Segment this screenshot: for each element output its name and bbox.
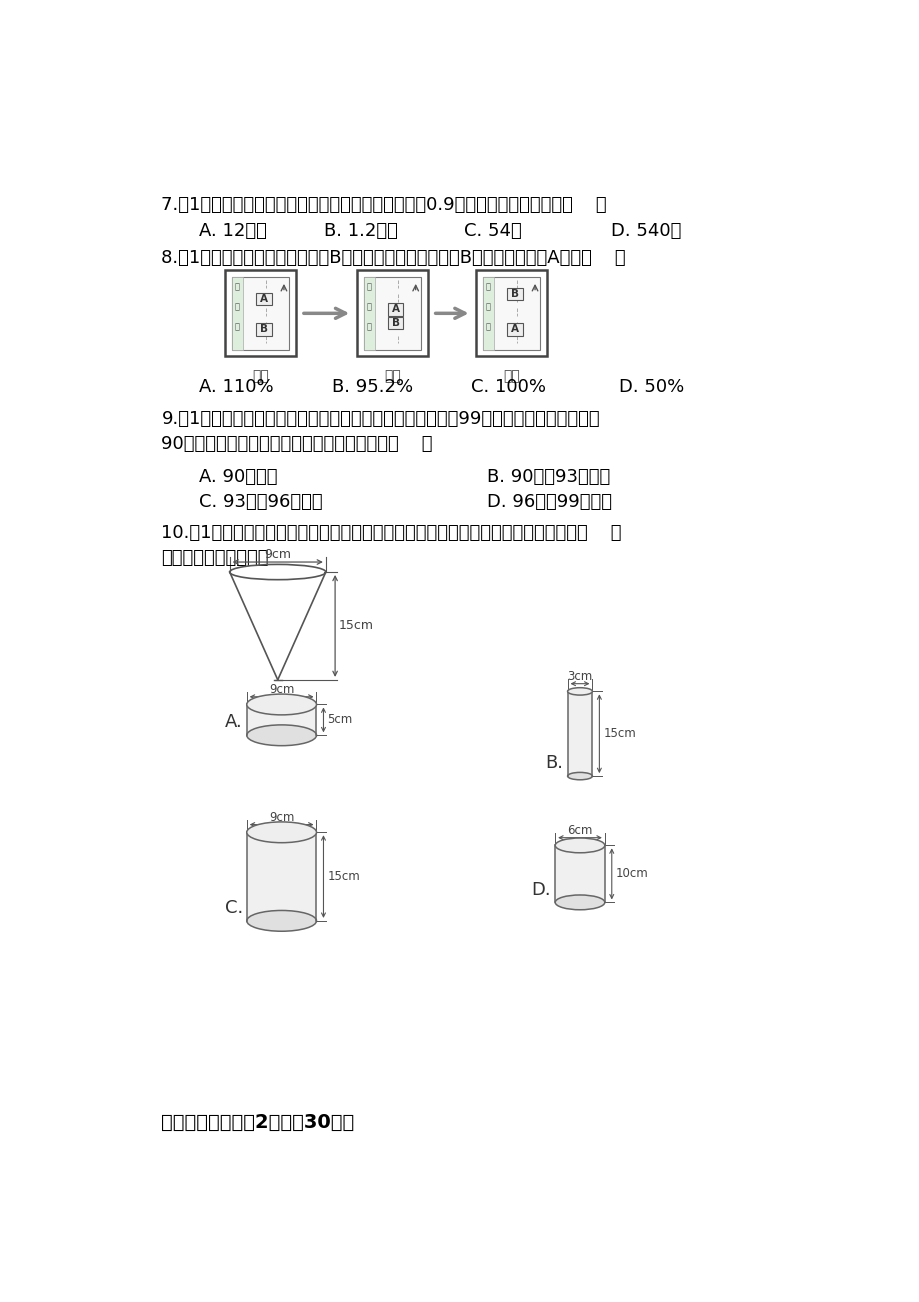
Text: 绿: 绿 — [234, 281, 240, 290]
Text: 90分获得了第三名。这三位选手的平均成绩在（    ）: 90分获得了第三名。这三位选手的平均成绩在（ ） — [162, 435, 433, 453]
Text: A.: A. — [225, 713, 243, 732]
Text: B: B — [510, 289, 518, 299]
Bar — [363, 277, 374, 349]
Ellipse shape — [246, 910, 316, 931]
Text: B.: B. — [545, 754, 563, 772]
Bar — [363, 277, 421, 349]
Text: 图一: 图一 — [252, 368, 268, 383]
Text: B. 90分到93分之间: B. 90分到93分之间 — [486, 469, 609, 486]
Text: 号圆柱中，刚好灌满。: 号圆柱中，刚好灌满。 — [162, 549, 268, 566]
Text: 10cm: 10cm — [615, 867, 648, 880]
Bar — [255, 293, 271, 305]
Bar — [482, 277, 539, 349]
Text: D. 96分至99分之间: D. 96分至99分之间 — [486, 493, 611, 512]
Bar — [232, 277, 289, 349]
Bar — [482, 277, 494, 349]
Text: 图三: 图三 — [503, 368, 519, 383]
Text: 15cm: 15cm — [338, 620, 373, 633]
Text: A: A — [259, 294, 267, 303]
Bar — [567, 691, 592, 776]
Text: 15cm: 15cm — [603, 728, 635, 741]
Text: C. 100%: C. 100% — [471, 378, 546, 396]
Text: D. 540克: D. 540克 — [610, 221, 681, 240]
Ellipse shape — [554, 838, 604, 853]
Ellipse shape — [246, 725, 316, 746]
Text: D. 50%: D. 50% — [618, 378, 683, 396]
Text: 8.（1分）如图三幅抓拍图记录了B车行驶的全过程，图二中B车的速度可能是A车的（    ）: 8.（1分）如图三幅抓拍图记录了B车行驶的全过程，图二中B车的速度可能是A车的（… — [162, 249, 626, 267]
Text: 15cm: 15cm — [327, 870, 359, 883]
Text: 图二: 图二 — [383, 368, 401, 383]
Bar — [388, 303, 403, 315]
Text: 9cm: 9cm — [268, 684, 294, 697]
Text: D.: D. — [531, 880, 550, 898]
Text: A: A — [391, 305, 399, 315]
Bar — [506, 323, 522, 336]
Text: B: B — [259, 324, 267, 335]
Bar — [388, 318, 403, 329]
Text: A: A — [510, 324, 518, 335]
Ellipse shape — [554, 894, 604, 910]
Bar — [232, 277, 243, 349]
Bar — [246, 704, 316, 736]
Ellipse shape — [567, 687, 592, 695]
Text: 化: 化 — [367, 302, 371, 311]
Text: C. 54克: C. 54克 — [463, 221, 521, 240]
Bar — [554, 845, 604, 902]
Text: B. 95.2%: B. 95.2% — [332, 378, 413, 396]
Bar — [225, 271, 296, 357]
Text: 化: 化 — [234, 302, 240, 311]
Text: 9cm: 9cm — [264, 548, 291, 561]
Text: 带: 带 — [485, 322, 491, 331]
Text: 带: 带 — [367, 322, 371, 331]
Text: A. 110%: A. 110% — [199, 378, 273, 396]
Text: C.: C. — [224, 898, 243, 917]
Text: 5cm: 5cm — [327, 713, 352, 727]
Bar — [357, 271, 427, 357]
Text: 3cm: 3cm — [567, 671, 592, 684]
Text: B. 1.2千克: B. 1.2千克 — [323, 221, 398, 240]
Bar — [246, 832, 316, 921]
Text: C. 93分到96分之间: C. 93分到96分之间 — [199, 493, 322, 512]
Text: A. 90分以下: A. 90分以下 — [199, 469, 277, 486]
Text: 绿: 绿 — [367, 281, 371, 290]
Text: 带: 带 — [234, 322, 240, 331]
Text: 化: 化 — [485, 302, 491, 311]
Text: A. 12千克: A. 12千克 — [199, 221, 267, 240]
Text: 绿: 绿 — [485, 281, 491, 290]
Text: 7.（1分）测量一个水管的滴水量，每分钟大约可集到0.9克水，一天大约可集水（    ）: 7.（1分）测量一个水管的滴水量，每分钟大约可集到0.9克水，一天大约可集水（ … — [162, 197, 607, 215]
Text: 二、填空题（每题2分，入30分）: 二、填空题（每题2分，入30分） — [162, 1113, 355, 1131]
Text: B: B — [391, 318, 399, 328]
Text: 9.（1分）晓莉、金明和董文三位选手进行演讲比赛，晓莉以99分获得了第一名，金明以: 9.（1分）晓莉、金明和董文三位选手进行演讲比赛，晓莉以99分获得了第一名，金明… — [162, 410, 599, 428]
Text: 10.（1分）李叔叔打造了一个圆锥（如图），并往里面灌满了水。将圆锥里的水倒入（    ）: 10.（1分）李叔叔打造了一个圆锥（如图），并往里面灌满了水。将圆锥里的水倒入（… — [162, 525, 621, 543]
Ellipse shape — [246, 822, 316, 842]
Bar — [476, 271, 547, 357]
Text: 6cm: 6cm — [567, 824, 592, 837]
Ellipse shape — [246, 694, 316, 715]
Bar — [506, 288, 522, 301]
Ellipse shape — [567, 772, 592, 780]
Bar — [255, 323, 271, 336]
Text: 9cm: 9cm — [268, 811, 294, 824]
